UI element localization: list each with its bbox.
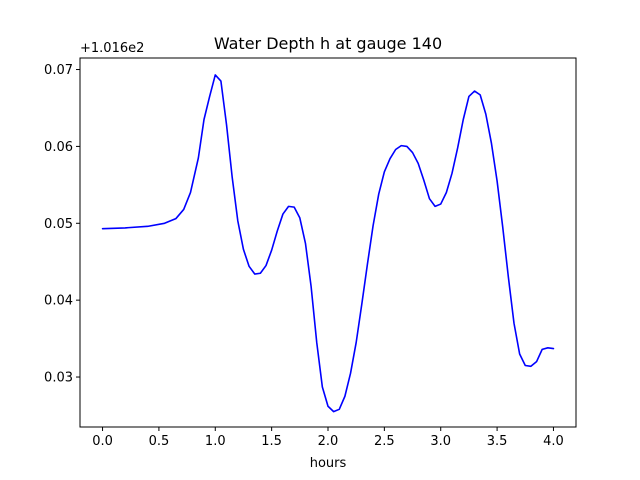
x-axis: 0.0 0.5 1.0 1.5 2.0 2.5 3.0 3.5 4.0: [92, 427, 564, 449]
x-tick-label: 4.0: [543, 434, 564, 449]
y-tick-label: 0.06: [44, 140, 73, 155]
x-tick-label: 2.5: [374, 434, 395, 449]
series-line-1: [101, 74, 555, 413]
series-layer: [101, 74, 555, 413]
x-axis-label: hours: [310, 456, 347, 471]
x-tick-label: 2.0: [318, 434, 339, 449]
y-axis: 0.03 0.04 0.05 0.06 0.07: [44, 63, 80, 386]
x-tick-label: 0.5: [149, 434, 170, 449]
x-tick-label: 3.0: [430, 434, 451, 449]
x-tick-label: 1.5: [261, 434, 282, 449]
chart-title: Water Depth h at gauge 140: [214, 34, 442, 53]
y-tick-label: 0.05: [44, 217, 73, 232]
x-tick-label: 0.0: [92, 434, 113, 449]
y-tick-label: 0.04: [44, 294, 73, 309]
plot-background: [80, 58, 576, 427]
y-tick-label: 0.07: [44, 63, 73, 78]
x-tick-label: 1.0: [205, 434, 226, 449]
y-offset-label: +1.016e2: [80, 41, 144, 56]
y-tick-label: 0.03: [44, 371, 73, 386]
x-tick-label: 3.5: [487, 434, 508, 449]
